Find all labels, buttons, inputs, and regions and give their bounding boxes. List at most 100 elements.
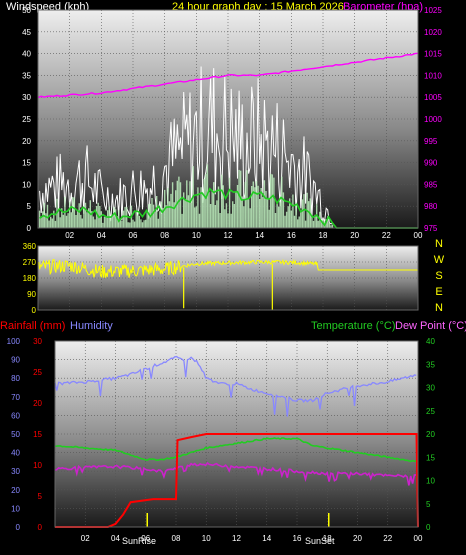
humidity-tick-label: 40 xyxy=(11,449,20,458)
wind-tick-label: 10 xyxy=(22,180,31,189)
wind-tick-label: 30 xyxy=(22,93,31,102)
temp-tick-label: 25 xyxy=(426,407,435,416)
hour-tick-label: 06 xyxy=(141,534,150,543)
direction-degree-label: 270 xyxy=(23,258,37,267)
humidity-tick-label: 0 xyxy=(16,523,21,532)
baro-tick-label: 1025 xyxy=(424,6,442,15)
humidity-tick-label: 80 xyxy=(11,374,20,383)
panel3-hour-ticks: 02 04 06 08 10 12 14 16 18 20 22 00 xyxy=(81,534,423,543)
hour-tick-label: 12 xyxy=(224,231,233,240)
barometer-axis-ticks: 975 980 985 990 995 1000 1005 1010 1015 1020 1025 xyxy=(424,6,442,233)
direction-degree-ticks: 0 90 180 270 360 xyxy=(23,242,37,315)
panel1-hour-ticks: 02 04 06 08 10 12 14 16 18 20 22 00 xyxy=(65,231,423,240)
panel3-frame xyxy=(54,340,419,528)
hour-tick-label: 10 xyxy=(192,231,201,240)
rain-tick-label: 20 xyxy=(33,399,42,408)
gust-area xyxy=(38,164,334,228)
baro-tick-label: 1005 xyxy=(424,93,442,102)
wind-tick-label: 25 xyxy=(22,115,31,124)
humidity-tick-label: 60 xyxy=(11,411,20,420)
temp-tick-label: 20 xyxy=(426,430,435,439)
wind-direction-series xyxy=(38,258,418,278)
direction-degree-label: 90 xyxy=(27,290,36,299)
hour-tick-label: 08 xyxy=(160,231,169,240)
temperature-axis-ticks: 0 5 10 15 20 25 30 35 40 xyxy=(426,337,435,532)
temp-tick-label: 0 xyxy=(426,523,431,532)
temp-tick-label: 5 xyxy=(426,500,431,509)
rainfall-axis-ticks: 0 5 10 15 20 25 30 xyxy=(33,337,42,532)
humidity-tick-label: 20 xyxy=(11,486,20,495)
rainfall-axis-title: Rainfall (mm) xyxy=(0,320,65,332)
hour-tick-label: 12 xyxy=(232,534,241,543)
panel2-frame xyxy=(37,245,419,311)
hour-tick-label: 16 xyxy=(293,534,302,543)
wind-tick-label: 5 xyxy=(27,202,32,211)
hour-tick-label: 18 xyxy=(319,231,328,240)
baro-tick-label: 985 xyxy=(424,180,438,189)
rain-tick-label: 5 xyxy=(38,492,43,501)
hour-tick-label: 08 xyxy=(172,534,181,543)
temperature-axis-title: Temperature (°C) xyxy=(311,320,395,332)
hour-tick-label: 00 xyxy=(414,534,423,543)
hour-tick-label: 18 xyxy=(323,534,332,543)
compass-label: N xyxy=(435,302,443,314)
compass-label: E xyxy=(435,286,442,298)
hour-tick-label: 16 xyxy=(287,231,296,240)
windspeed-axis-ticks: 0 5 10 15 20 25 30 35 40 45 50 xyxy=(22,6,31,233)
direction-degree-label: 180 xyxy=(23,274,37,283)
hour-tick-label: 06 xyxy=(129,231,138,240)
direction-degree-label: 360 xyxy=(23,242,37,251)
temp-tick-label: 15 xyxy=(426,453,435,462)
baro-tick-label: 1020 xyxy=(424,28,442,37)
humidity-tick-label: 50 xyxy=(11,430,20,439)
baro-tick-label: 1010 xyxy=(424,71,442,80)
windspeed-raw-series xyxy=(39,66,333,225)
rain-tick-label: 0 xyxy=(38,523,43,532)
barometer-series xyxy=(37,52,419,99)
wind-tick-label: 0 xyxy=(27,224,32,233)
panel3-grid xyxy=(55,341,418,527)
wind-tick-label: 50 xyxy=(22,6,31,15)
compass-label: W xyxy=(434,254,445,266)
rainfall-series xyxy=(55,433,419,528)
baro-tick-label: 980 xyxy=(424,202,438,211)
sunset-label: SunSet xyxy=(305,536,335,546)
rain-tick-label: 30 xyxy=(33,337,42,346)
panel1-frame xyxy=(37,9,419,229)
hour-tick-label: 10 xyxy=(202,534,211,543)
humidity-tick-label: 90 xyxy=(11,356,20,365)
hour-tick-label: 20 xyxy=(350,231,359,240)
wind-tick-label: 40 xyxy=(22,50,31,59)
hour-tick-label: 02 xyxy=(81,534,90,543)
humidity-tick-label: 70 xyxy=(11,393,20,402)
temp-tick-label: 35 xyxy=(426,360,435,369)
direction-degree-label: 0 xyxy=(32,306,37,315)
humidity-tick-label: 10 xyxy=(11,504,20,513)
wind-tick-label: 20 xyxy=(22,137,31,146)
wind-tick-label: 45 xyxy=(22,28,31,37)
windspeed-series xyxy=(39,187,418,229)
hour-tick-label: 02 xyxy=(65,231,74,240)
baro-tick-label: 1000 xyxy=(424,115,442,124)
temp-tick-label: 30 xyxy=(426,384,435,393)
temp-humidity-rain-panel: 0 10 20 30 40 50 60 70 80 90 100 0 5 10 15 20 25 30 0 5 10… xyxy=(7,337,436,546)
hour-tick-label: 14 xyxy=(262,534,271,543)
baro-tick-label: 975 xyxy=(424,224,438,233)
compass-label: S xyxy=(435,270,442,282)
wind-tick-label: 35 xyxy=(22,71,31,80)
humidity-series xyxy=(54,355,417,417)
rain-tick-label: 15 xyxy=(33,430,42,439)
humidity-tick-label: 30 xyxy=(11,467,20,476)
hour-tick-label: 00 xyxy=(414,231,423,240)
baro-tick-label: 1015 xyxy=(424,50,442,59)
humidity-axis-title: Humidity xyxy=(70,320,113,332)
baro-tick-label: 990 xyxy=(424,159,438,168)
dewpoint-axis-title: Dew Point (°C) xyxy=(395,320,466,332)
temperature-series xyxy=(54,437,417,463)
hour-tick-label: 04 xyxy=(97,231,106,240)
